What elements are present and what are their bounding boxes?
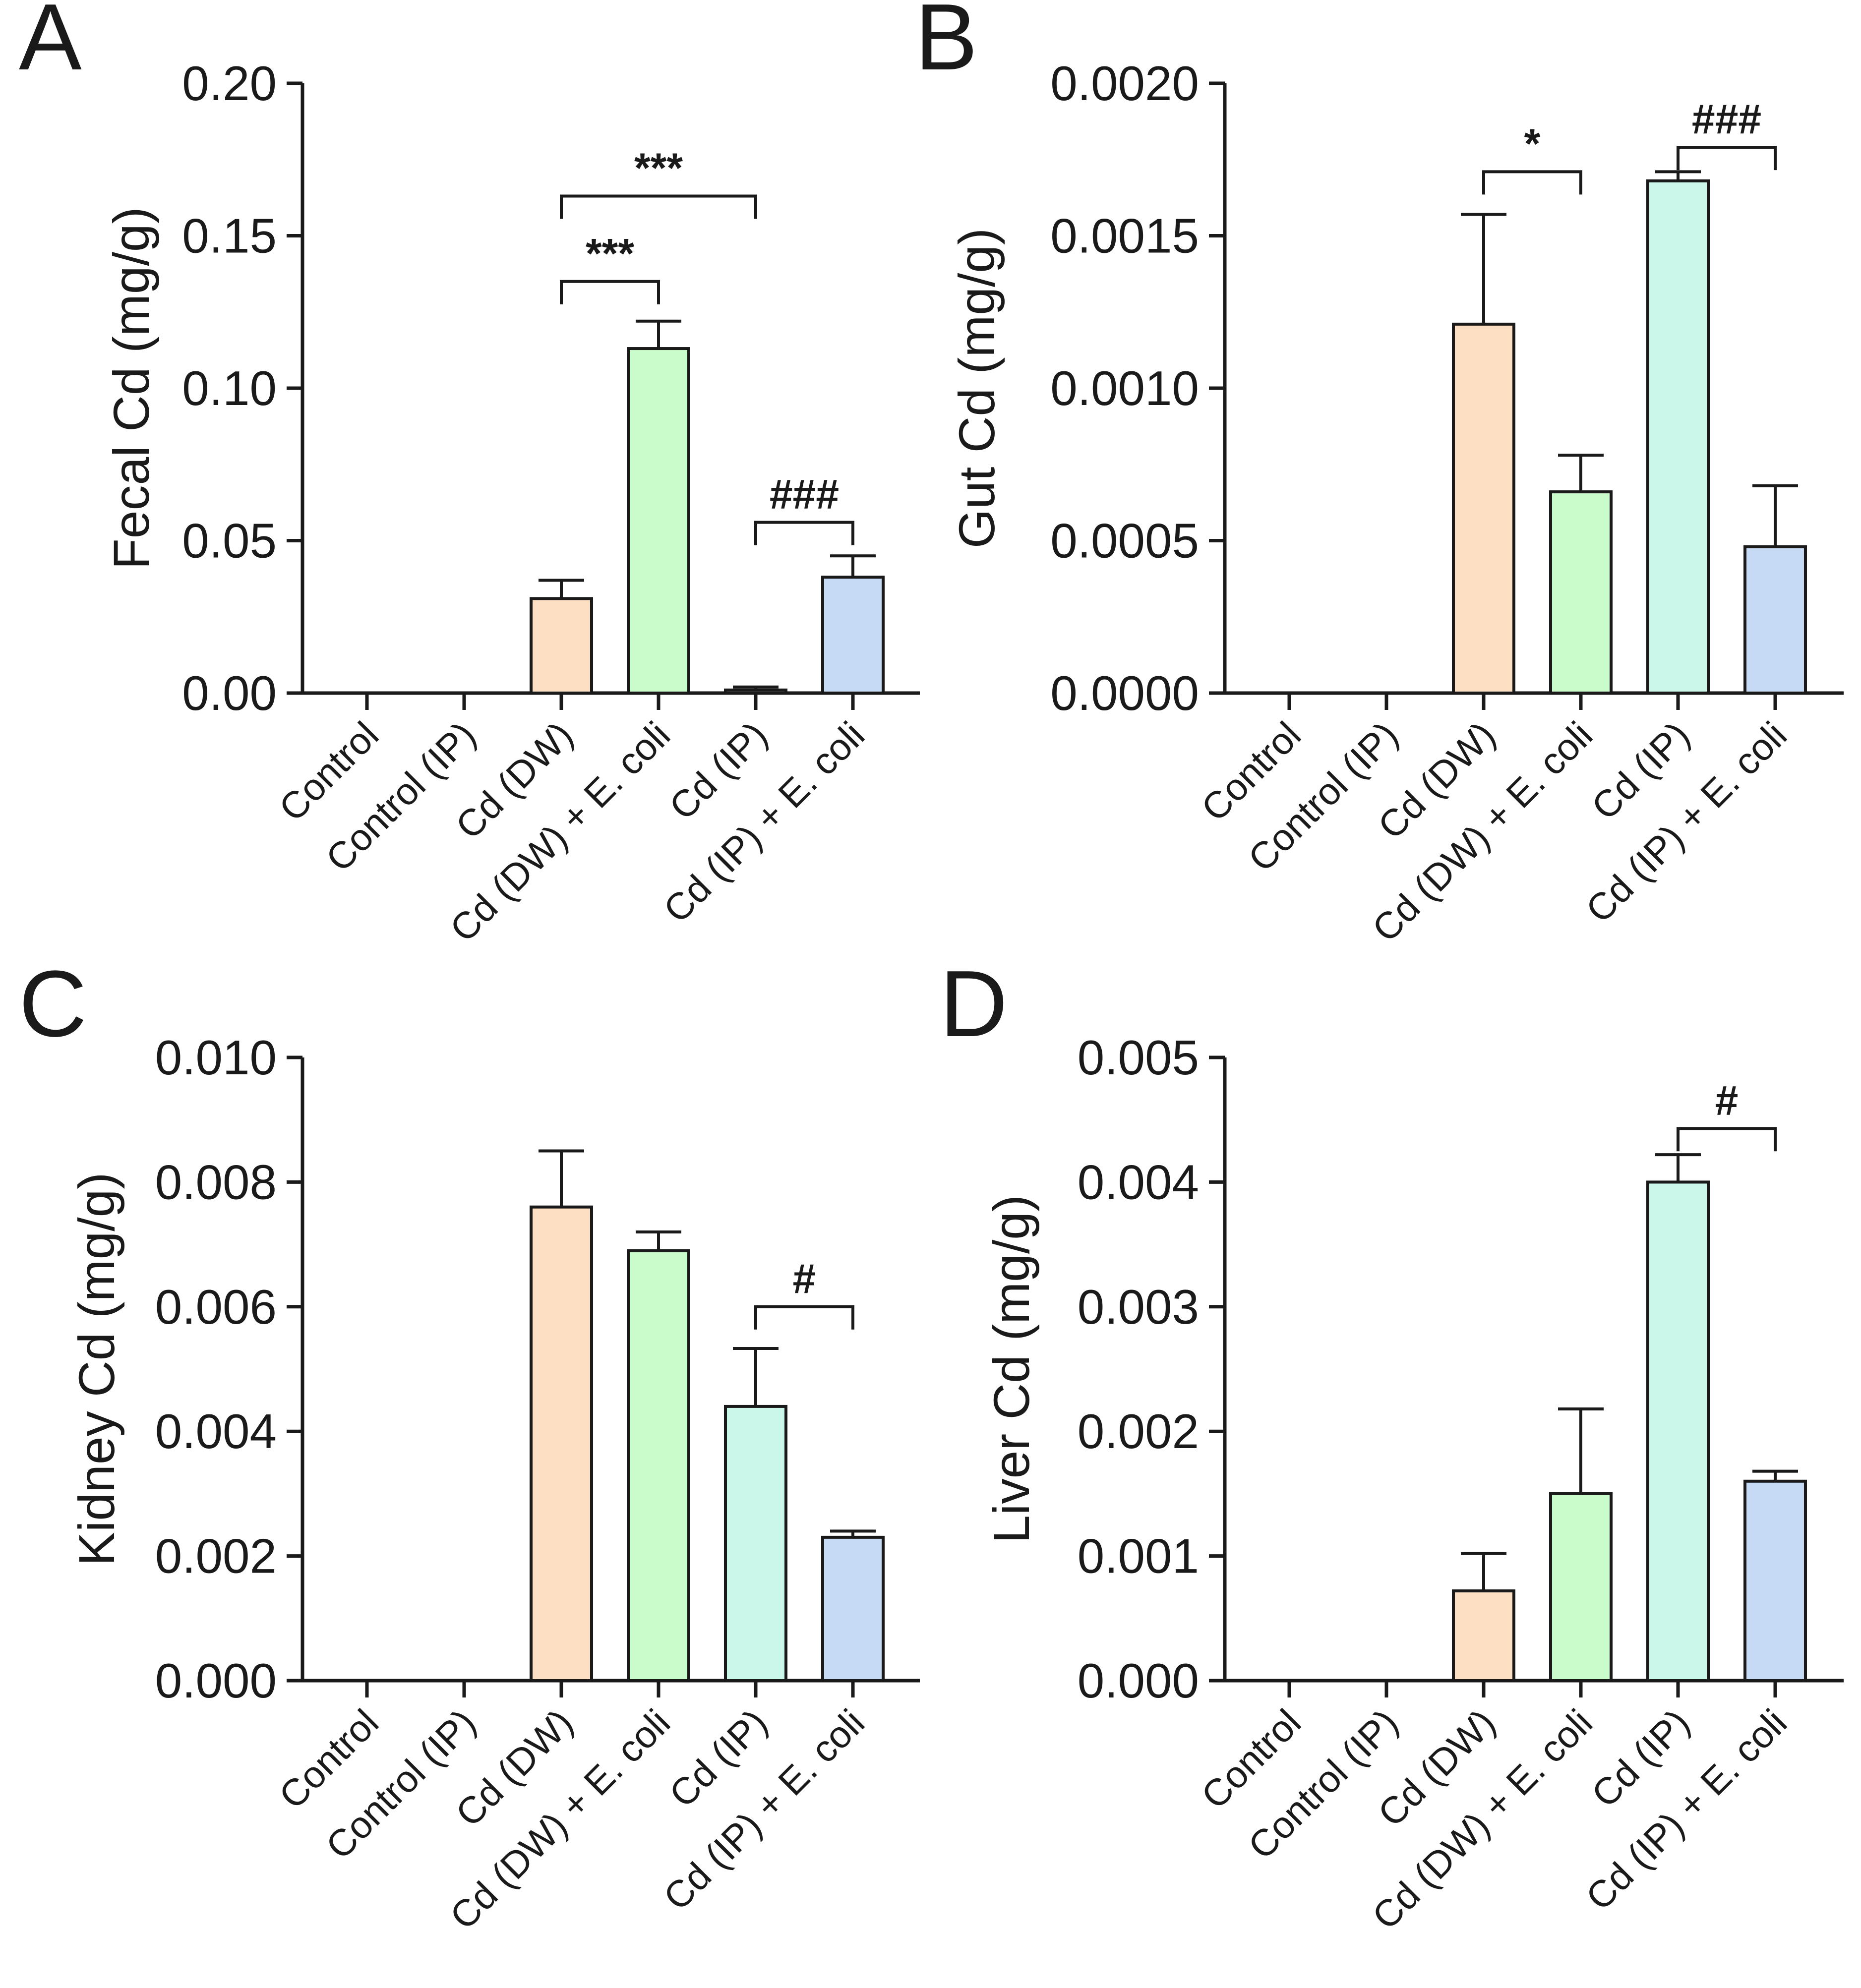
panel-b-bar xyxy=(1646,179,1710,695)
panel-c-ytick-label: 0.004 xyxy=(155,1404,277,1459)
panel-a-bar xyxy=(530,597,593,695)
panel-a-ytick-label: 0.20 xyxy=(182,56,277,111)
panel-c-significance-label: # xyxy=(793,1255,816,1302)
panel-d-bar xyxy=(1549,1492,1613,1682)
panel-b-bar xyxy=(1743,545,1807,695)
panel-d-letter: D xyxy=(940,951,1008,1056)
panel-b-ytick-label: 0.0005 xyxy=(1050,514,1199,568)
panel-a-ytick-label: 0.15 xyxy=(182,209,277,263)
panel-a-ylabel: Fecal Cd (mg/g) xyxy=(103,207,160,569)
panel-d-ytick-label: 0.005 xyxy=(1078,1030,1199,1085)
panel-b-ylabel: Gut Cd (mg/g) xyxy=(949,228,1005,548)
panel-d: D Liver Cd (mg/g) 0.000 0.001 0.002 0.003 0.… xyxy=(940,951,1844,1938)
panel-c-ytick-label: 0.008 xyxy=(155,1155,277,1209)
panel-d-ytick-label: 0.000 xyxy=(1078,1653,1199,1708)
panel-c-ytick-label: 0.006 xyxy=(155,1280,277,1334)
panel-a-significance-label: *** xyxy=(586,230,634,277)
panel-b-significance-bracket xyxy=(1482,170,1582,195)
panel-d-ytick-label: 0.004 xyxy=(1078,1155,1199,1209)
panel-a-significance-bracket xyxy=(754,521,854,545)
panel-d-ytick-label: 0.002 xyxy=(1078,1404,1199,1459)
panel-d-ylabel: Liver Cd (mg/g) xyxy=(983,1195,1040,1543)
panel-a-significance-label: ### xyxy=(770,471,839,518)
panel-a-ytick-label: 0.10 xyxy=(182,361,277,415)
panel-d-ytick-label: 0.001 xyxy=(1078,1529,1199,1583)
panel-c-letter: C xyxy=(19,951,87,1056)
panel-b-ytick-label: 0.0015 xyxy=(1050,209,1199,263)
panel-c-bar xyxy=(627,1249,690,1682)
panel-a-ytick-label: 0.05 xyxy=(182,514,277,568)
panel-a-bar xyxy=(627,347,690,695)
panel-c-bar xyxy=(821,1535,885,1682)
panel-d-bar xyxy=(1646,1180,1710,1682)
panel-a-significance-bracket xyxy=(560,280,660,304)
panel-b-significance-label: ### xyxy=(1692,96,1761,142)
panel-a-ytick-label: 0.00 xyxy=(182,666,277,720)
panel-a: A Fecal Cd (mg/g) 0.000.050.100.150.20Co… xyxy=(19,0,920,950)
panel-b-bar xyxy=(1549,490,1613,695)
panel-c: C Kidney Cd (mg/g) 0.000 0.002 0.004 0.006 0… xyxy=(19,951,920,1938)
panel-b-ytick-label: 0.0000 xyxy=(1050,666,1199,720)
panel-d-bar xyxy=(1452,1589,1515,1682)
panel-b-ytick-label: 0.0020 xyxy=(1050,56,1199,111)
panel-b: B Gut Cd (mg/g) 0.0000 0.0005 0.0010 0.0015… xyxy=(915,0,1844,950)
panel-d-bar xyxy=(1743,1479,1807,1682)
panel-c-bar xyxy=(530,1205,593,1682)
panel-c-significance-bracket xyxy=(754,1305,854,1330)
panel-b-letter: B xyxy=(915,0,978,90)
panel-a-bar xyxy=(724,688,787,695)
panel-c-ytick-label: 0.000 xyxy=(155,1653,277,1708)
panel-b-significance-bracket xyxy=(1677,146,1777,171)
panel-c-ytick-label: 0.010 xyxy=(155,1030,277,1085)
panel-b-significance-label: * xyxy=(1524,120,1541,167)
panel-d-significance-label: # xyxy=(1715,1077,1739,1123)
panel-b-bar xyxy=(1452,322,1515,695)
panel-d-significance-bracket xyxy=(1677,1127,1777,1152)
panel-c-bar xyxy=(724,1404,787,1682)
panel-b-ytick-label: 0.0010 xyxy=(1050,361,1199,415)
panel-a-significance-bracket xyxy=(560,194,757,219)
panel-c-ytick-label: 0.002 xyxy=(155,1529,277,1583)
panel-a-significance-label: *** xyxy=(634,145,683,191)
panel-a-letter: A xyxy=(19,0,82,90)
panel-d-ytick-label: 0.003 xyxy=(1078,1280,1199,1334)
panel-a-bar xyxy=(821,576,885,695)
panel-c-ylabel: Kidney Cd (mg/g) xyxy=(68,1172,125,1566)
